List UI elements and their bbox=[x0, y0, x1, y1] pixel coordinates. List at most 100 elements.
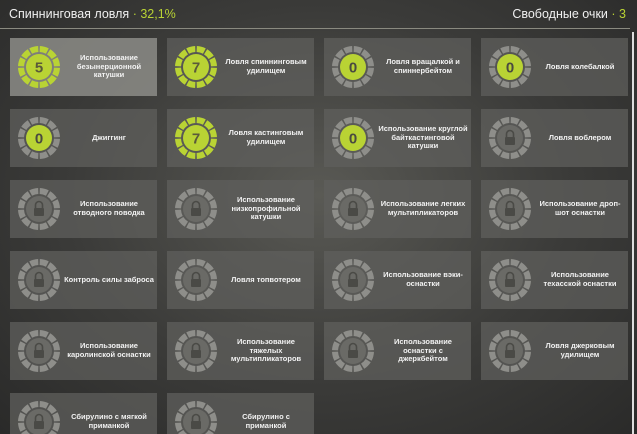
ring-segment bbox=[39, 222, 49, 230]
ring-segment bbox=[361, 146, 371, 156]
ring-segment bbox=[186, 117, 196, 125]
ring-segment bbox=[332, 270, 340, 280]
lock-body bbox=[348, 350, 358, 358]
ring-segment bbox=[175, 280, 183, 290]
ring-segment bbox=[353, 293, 363, 301]
skill-tile[interactable]: Ловля топвотером bbox=[167, 251, 314, 309]
ring-segment bbox=[39, 80, 49, 88]
skill-tile[interactable]: Сбирулино с приманкой bbox=[167, 393, 314, 434]
ring-segment bbox=[518, 191, 528, 201]
ring-segment bbox=[492, 288, 502, 298]
ring-segment bbox=[332, 351, 340, 361]
ring-segment bbox=[29, 330, 39, 338]
ring-segment bbox=[18, 209, 26, 219]
skill-label: Использование техасской оснастки bbox=[543, 270, 617, 288]
skill-label: Использование тяжелых мультипликаторов bbox=[230, 337, 302, 364]
skill-tile[interactable]: 0 Джиггинг bbox=[10, 109, 157, 167]
ring-segment bbox=[361, 333, 371, 343]
ring-segment bbox=[353, 188, 363, 196]
ring-segment bbox=[52, 280, 60, 290]
ring-segment bbox=[523, 138, 531, 148]
skill-tile[interactable]: Ловля воблером bbox=[481, 109, 628, 167]
ring-segment bbox=[47, 217, 57, 227]
ring-segment bbox=[196, 401, 206, 409]
ring-segment bbox=[492, 191, 502, 201]
ring-segment bbox=[178, 75, 188, 85]
ring-segment bbox=[47, 404, 57, 414]
ring-segment bbox=[175, 412, 183, 422]
skill-tile[interactable]: Использование вэки-оснастки bbox=[324, 251, 471, 309]
ring-segment bbox=[178, 430, 188, 434]
scrollbar[interactable] bbox=[632, 32, 634, 434]
skill-tile[interactable]: 7 Ловля кастинговым удилищем bbox=[167, 109, 314, 167]
ring-segment bbox=[489, 57, 497, 67]
ring-segment bbox=[18, 57, 26, 67]
skill-tile[interactable]: Использование оснастки с джеркбейтом bbox=[324, 322, 471, 380]
ring-segment bbox=[335, 120, 345, 130]
skill-tile[interactable]: Использование каролинской оснастки bbox=[10, 322, 157, 380]
ring-segment bbox=[353, 117, 363, 125]
ring-segment bbox=[518, 75, 528, 85]
ring-segment bbox=[52, 128, 60, 138]
ring-segment bbox=[204, 217, 214, 227]
ring-segment bbox=[196, 222, 206, 230]
ring-segment bbox=[366, 351, 374, 361]
skill-tile[interactable]: Контроль силы заброса bbox=[10, 251, 157, 309]
skill-tile[interactable]: 0 Ловля вращалкой и спиннербейтом bbox=[324, 38, 471, 96]
ring-segment bbox=[361, 191, 371, 201]
ring-segment bbox=[510, 222, 520, 230]
lock-shackle bbox=[505, 200, 515, 208]
ring-segment bbox=[523, 57, 531, 67]
ring-segment bbox=[178, 404, 188, 414]
ring-segment bbox=[492, 146, 502, 156]
skill-tile[interactable]: Сбирулино с мягкой приманкой bbox=[10, 393, 157, 434]
ring-segment bbox=[332, 128, 340, 138]
separator: · bbox=[611, 7, 616, 21]
skill-label: Использование отводного поводка bbox=[73, 199, 145, 217]
ring-segment bbox=[518, 359, 528, 369]
lock-body bbox=[348, 208, 358, 216]
skill-tile[interactable]: Использование техасской оснастки bbox=[481, 251, 628, 309]
skill-tile[interactable]: 7 Ловля спиннинговым удилищем bbox=[167, 38, 314, 96]
lock-body bbox=[191, 350, 201, 358]
ring-segment bbox=[332, 209, 340, 219]
ring-segment bbox=[204, 359, 214, 369]
skill-tile[interactable]: Использование тяжелых мультипликаторов bbox=[167, 322, 314, 380]
ring-segment bbox=[523, 67, 531, 77]
ring-segment bbox=[518, 262, 528, 272]
skill-icon bbox=[489, 117, 531, 159]
ring-segment bbox=[21, 262, 31, 272]
lock-shackle bbox=[34, 271, 44, 279]
skill-tile[interactable]: Использование отводного поводка bbox=[10, 180, 157, 238]
skill-tile[interactable]: 0 Использование круглой байткастинговой к… bbox=[324, 109, 471, 167]
ring-segment bbox=[335, 359, 345, 369]
ring-segment bbox=[332, 341, 340, 351]
level: 7 bbox=[192, 60, 200, 77]
skill-tile[interactable]: Использование низкопрофильной катушки bbox=[167, 180, 314, 238]
lock-body bbox=[34, 279, 44, 287]
ring-segment bbox=[518, 288, 528, 298]
skill-tile[interactable]: Использование дроп-шот оснастки bbox=[481, 180, 628, 238]
skill-label: Использование вэки-оснастки bbox=[383, 270, 463, 288]
ring-segment bbox=[29, 117, 39, 125]
level-badge bbox=[26, 54, 52, 80]
ring-segment bbox=[353, 330, 363, 338]
ring-segment bbox=[18, 270, 26, 280]
ring-segment bbox=[366, 57, 374, 67]
ring-segment bbox=[52, 67, 60, 77]
skill-label: Использование дроп-шот оснастки bbox=[539, 199, 621, 217]
ring-segment bbox=[361, 288, 371, 298]
skill-tile[interactable]: 0 Ловля колебалкой bbox=[481, 38, 628, 96]
ring-segment bbox=[366, 138, 374, 148]
ring-segment bbox=[186, 330, 196, 338]
ring-segment bbox=[209, 351, 217, 361]
ring-segment bbox=[489, 199, 497, 209]
skill-icon: 7 bbox=[175, 117, 217, 159]
skill-tile[interactable]: 5 Использование безынерционной катушки bbox=[10, 38, 157, 96]
skill-tile[interactable]: Использование легких мультипликаторов bbox=[324, 180, 471, 238]
ring-segment bbox=[510, 259, 520, 267]
lock-shackle bbox=[348, 271, 358, 279]
skill-icon bbox=[18, 188, 60, 230]
ring-segment bbox=[500, 188, 510, 196]
skill-tile[interactable]: Ловля джерковым удилищем bbox=[481, 322, 628, 380]
